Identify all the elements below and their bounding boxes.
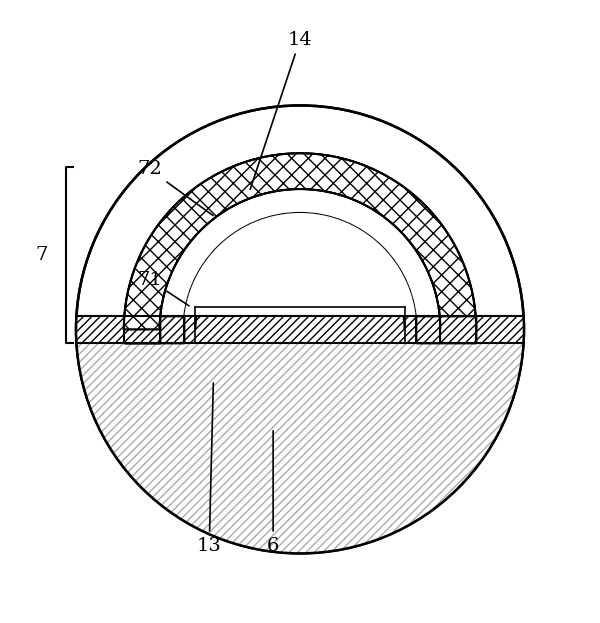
Polygon shape: [184, 213, 416, 330]
Text: 14: 14: [250, 31, 313, 189]
Polygon shape: [76, 330, 524, 553]
Text: 71: 71: [137, 271, 189, 306]
Text: 6: 6: [267, 430, 280, 554]
Bar: [76, 316, 524, 343]
Polygon shape: [124, 316, 184, 343]
Text: 7: 7: [36, 246, 48, 264]
Polygon shape: [124, 153, 476, 330]
Polygon shape: [416, 316, 476, 343]
Text: 13: 13: [197, 383, 221, 554]
Bar: [76, 316, 524, 343]
Text: 72: 72: [137, 160, 213, 216]
